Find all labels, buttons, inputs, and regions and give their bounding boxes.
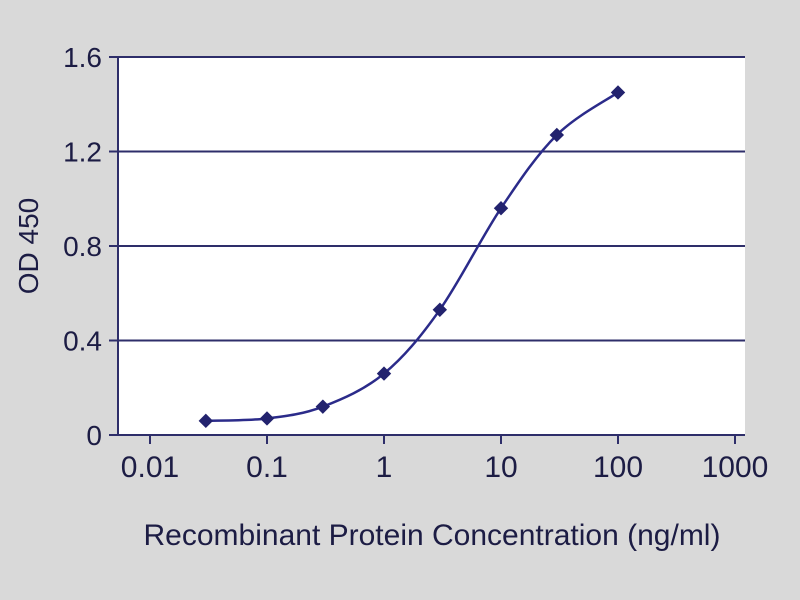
data-point-marker: [315, 399, 331, 414]
x-tick-label: 0.01: [121, 451, 179, 484]
x-axis-title: Recombinant Protein Concentration (ng/ml…: [144, 519, 721, 552]
data-point-marker: [198, 413, 214, 429]
data-point-marker: [493, 200, 509, 216]
data-point-marker: [432, 302, 448, 317]
x-tick-label: 0.1: [246, 451, 288, 484]
x-tick-label: 100: [593, 451, 643, 484]
data-point-marker: [259, 411, 275, 426]
y-tick-label: 0.4: [63, 326, 102, 357]
y-tick-label: 0.8: [63, 231, 102, 262]
x-tick-label: 10: [484, 451, 517, 484]
y-tick-label: 1.6: [63, 42, 102, 73]
data-point-marker: [376, 366, 392, 381]
x-tick-label: 1000: [702, 451, 769, 484]
y-tick-label: 1.2: [63, 137, 102, 168]
y-tick-label: 0: [86, 420, 102, 451]
y-axis-title: OD 450: [13, 198, 44, 295]
data-point-marker: [610, 85, 626, 100]
x-tick-label: 1: [376, 451, 393, 484]
data-point-marker: [549, 127, 565, 143]
data-curve: [204, 91, 620, 423]
